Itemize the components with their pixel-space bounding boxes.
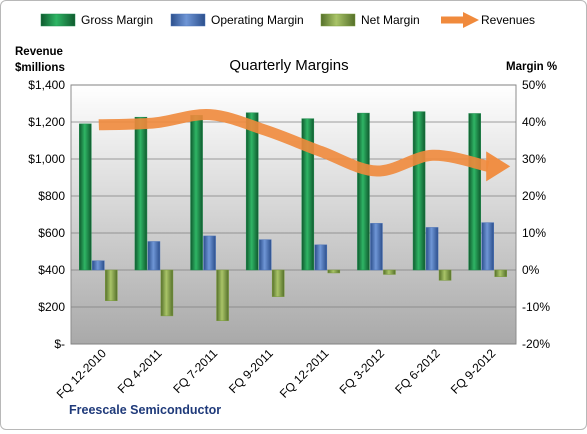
x-tick-label: FQ 4-2011 bbox=[115, 346, 165, 396]
bar-operating-margin bbox=[425, 227, 439, 271]
bar-net-margin bbox=[160, 269, 174, 317]
x-tick-label: FQ 9-2012 bbox=[448, 346, 499, 397]
left-tick-label: $1,000 bbox=[28, 152, 65, 166]
legend-item-operating-margin: Operating Margin bbox=[170, 13, 304, 27]
bar-net-margin bbox=[216, 269, 229, 321]
right-tick-label: 40% bbox=[522, 115, 546, 129]
left-tick-label: $400 bbox=[38, 263, 65, 277]
right-tick-label: 30% bbox=[522, 152, 546, 166]
left-tick-label: $600 bbox=[38, 226, 65, 240]
legend-label: Revenues bbox=[481, 13, 535, 27]
legend-swatch bbox=[40, 13, 76, 27]
revenue-series-line bbox=[98, 109, 490, 177]
legend-label: Net Margin bbox=[361, 13, 420, 27]
bar-net-margin bbox=[327, 269, 341, 274]
left-tick-label: $- bbox=[54, 337, 65, 351]
bar-gross-margin bbox=[357, 112, 370, 271]
right-tick-label: 50% bbox=[522, 78, 546, 92]
bar-net-margin bbox=[494, 269, 507, 277]
bar-net-margin bbox=[383, 269, 396, 275]
left-tick-label: $1,200 bbox=[28, 115, 65, 129]
revenue-line bbox=[98, 109, 511, 182]
x-tick-label: FQ 9-2011 bbox=[226, 346, 276, 396]
bar-gross-margin bbox=[412, 111, 426, 271]
bar-operating-margin bbox=[314, 244, 328, 271]
x-tick-label: FQ 6-2012 bbox=[392, 346, 443, 397]
legend-swatch-arrow bbox=[463, 12, 479, 28]
left-axis-ticks: $- $200 $400 $600 $800 $1,000 $1,200 $1,400 bbox=[28, 78, 65, 351]
legend-swatch bbox=[320, 13, 356, 27]
left-axis-title-line1: Revenue bbox=[15, 46, 63, 58]
left-tick-label: $1,400 bbox=[28, 78, 65, 92]
left-tick-label: $200 bbox=[38, 300, 65, 314]
company-label: Freescale Semiconductor bbox=[69, 403, 221, 417]
left-tick-label: $800 bbox=[38, 189, 65, 203]
x-tick-label: FQ 3-2012 bbox=[337, 346, 388, 397]
right-tick-label: -10% bbox=[522, 300, 550, 314]
bar-net-margin bbox=[438, 269, 452, 281]
legend: Gross Margin Operating Margin Net Margin Re… bbox=[40, 12, 535, 28]
legend-item-revenues: Revenues bbox=[441, 12, 535, 28]
legend-label: Gross Margin bbox=[81, 13, 153, 27]
left-axis-title-line2: $millions bbox=[15, 62, 65, 74]
right-axis-ticks: -20% -10% 0% 10% 20% 30% 40% 50% bbox=[522, 78, 550, 351]
legend-item-net-margin: Net Margin bbox=[320, 13, 420, 27]
right-tick-label: -20% bbox=[522, 337, 550, 351]
bar-net-margin bbox=[271, 269, 285, 297]
right-tick-label: 20% bbox=[522, 189, 546, 203]
right-tick-label: 0% bbox=[522, 263, 540, 277]
x-tick-label: FQ 12-2011 bbox=[277, 346, 332, 401]
revenue-arrowhead bbox=[486, 151, 511, 182]
chart-title: Quarterly Margins bbox=[229, 57, 348, 74]
bar-gross-margin bbox=[134, 116, 148, 271]
legend-item-gross-margin: Gross Margin bbox=[40, 13, 153, 27]
bar-operating-margin bbox=[147, 241, 161, 271]
bar-gross-margin bbox=[245, 112, 259, 271]
bars bbox=[79, 111, 507, 321]
x-axis-ticks: FQ 12-2010 FQ 4-2011 FQ 7-2011 FQ 9-2011 FQ … bbox=[54, 346, 499, 401]
bar-gross-margin bbox=[468, 113, 481, 271]
legend-label: Operating Margin bbox=[211, 13, 304, 27]
bar-operating-margin bbox=[481, 222, 494, 271]
bar-operating-margin bbox=[370, 223, 383, 271]
bar-operating-margin bbox=[92, 260, 105, 271]
legend-swatch bbox=[170, 13, 206, 27]
bar-gross-margin bbox=[301, 118, 315, 271]
bar-gross-margin bbox=[190, 115, 203, 271]
right-tick-label: 10% bbox=[522, 226, 546, 240]
right-axis-title: Margin % bbox=[506, 61, 557, 73]
bar-operating-margin bbox=[203, 235, 216, 271]
x-tick-label: FQ 7-2011 bbox=[170, 346, 220, 396]
bar-gross-margin bbox=[79, 123, 92, 271]
bar-net-margin bbox=[105, 269, 118, 301]
x-tick-label: FQ 12-2010 bbox=[54, 346, 109, 401]
bar-operating-margin bbox=[258, 239, 272, 271]
